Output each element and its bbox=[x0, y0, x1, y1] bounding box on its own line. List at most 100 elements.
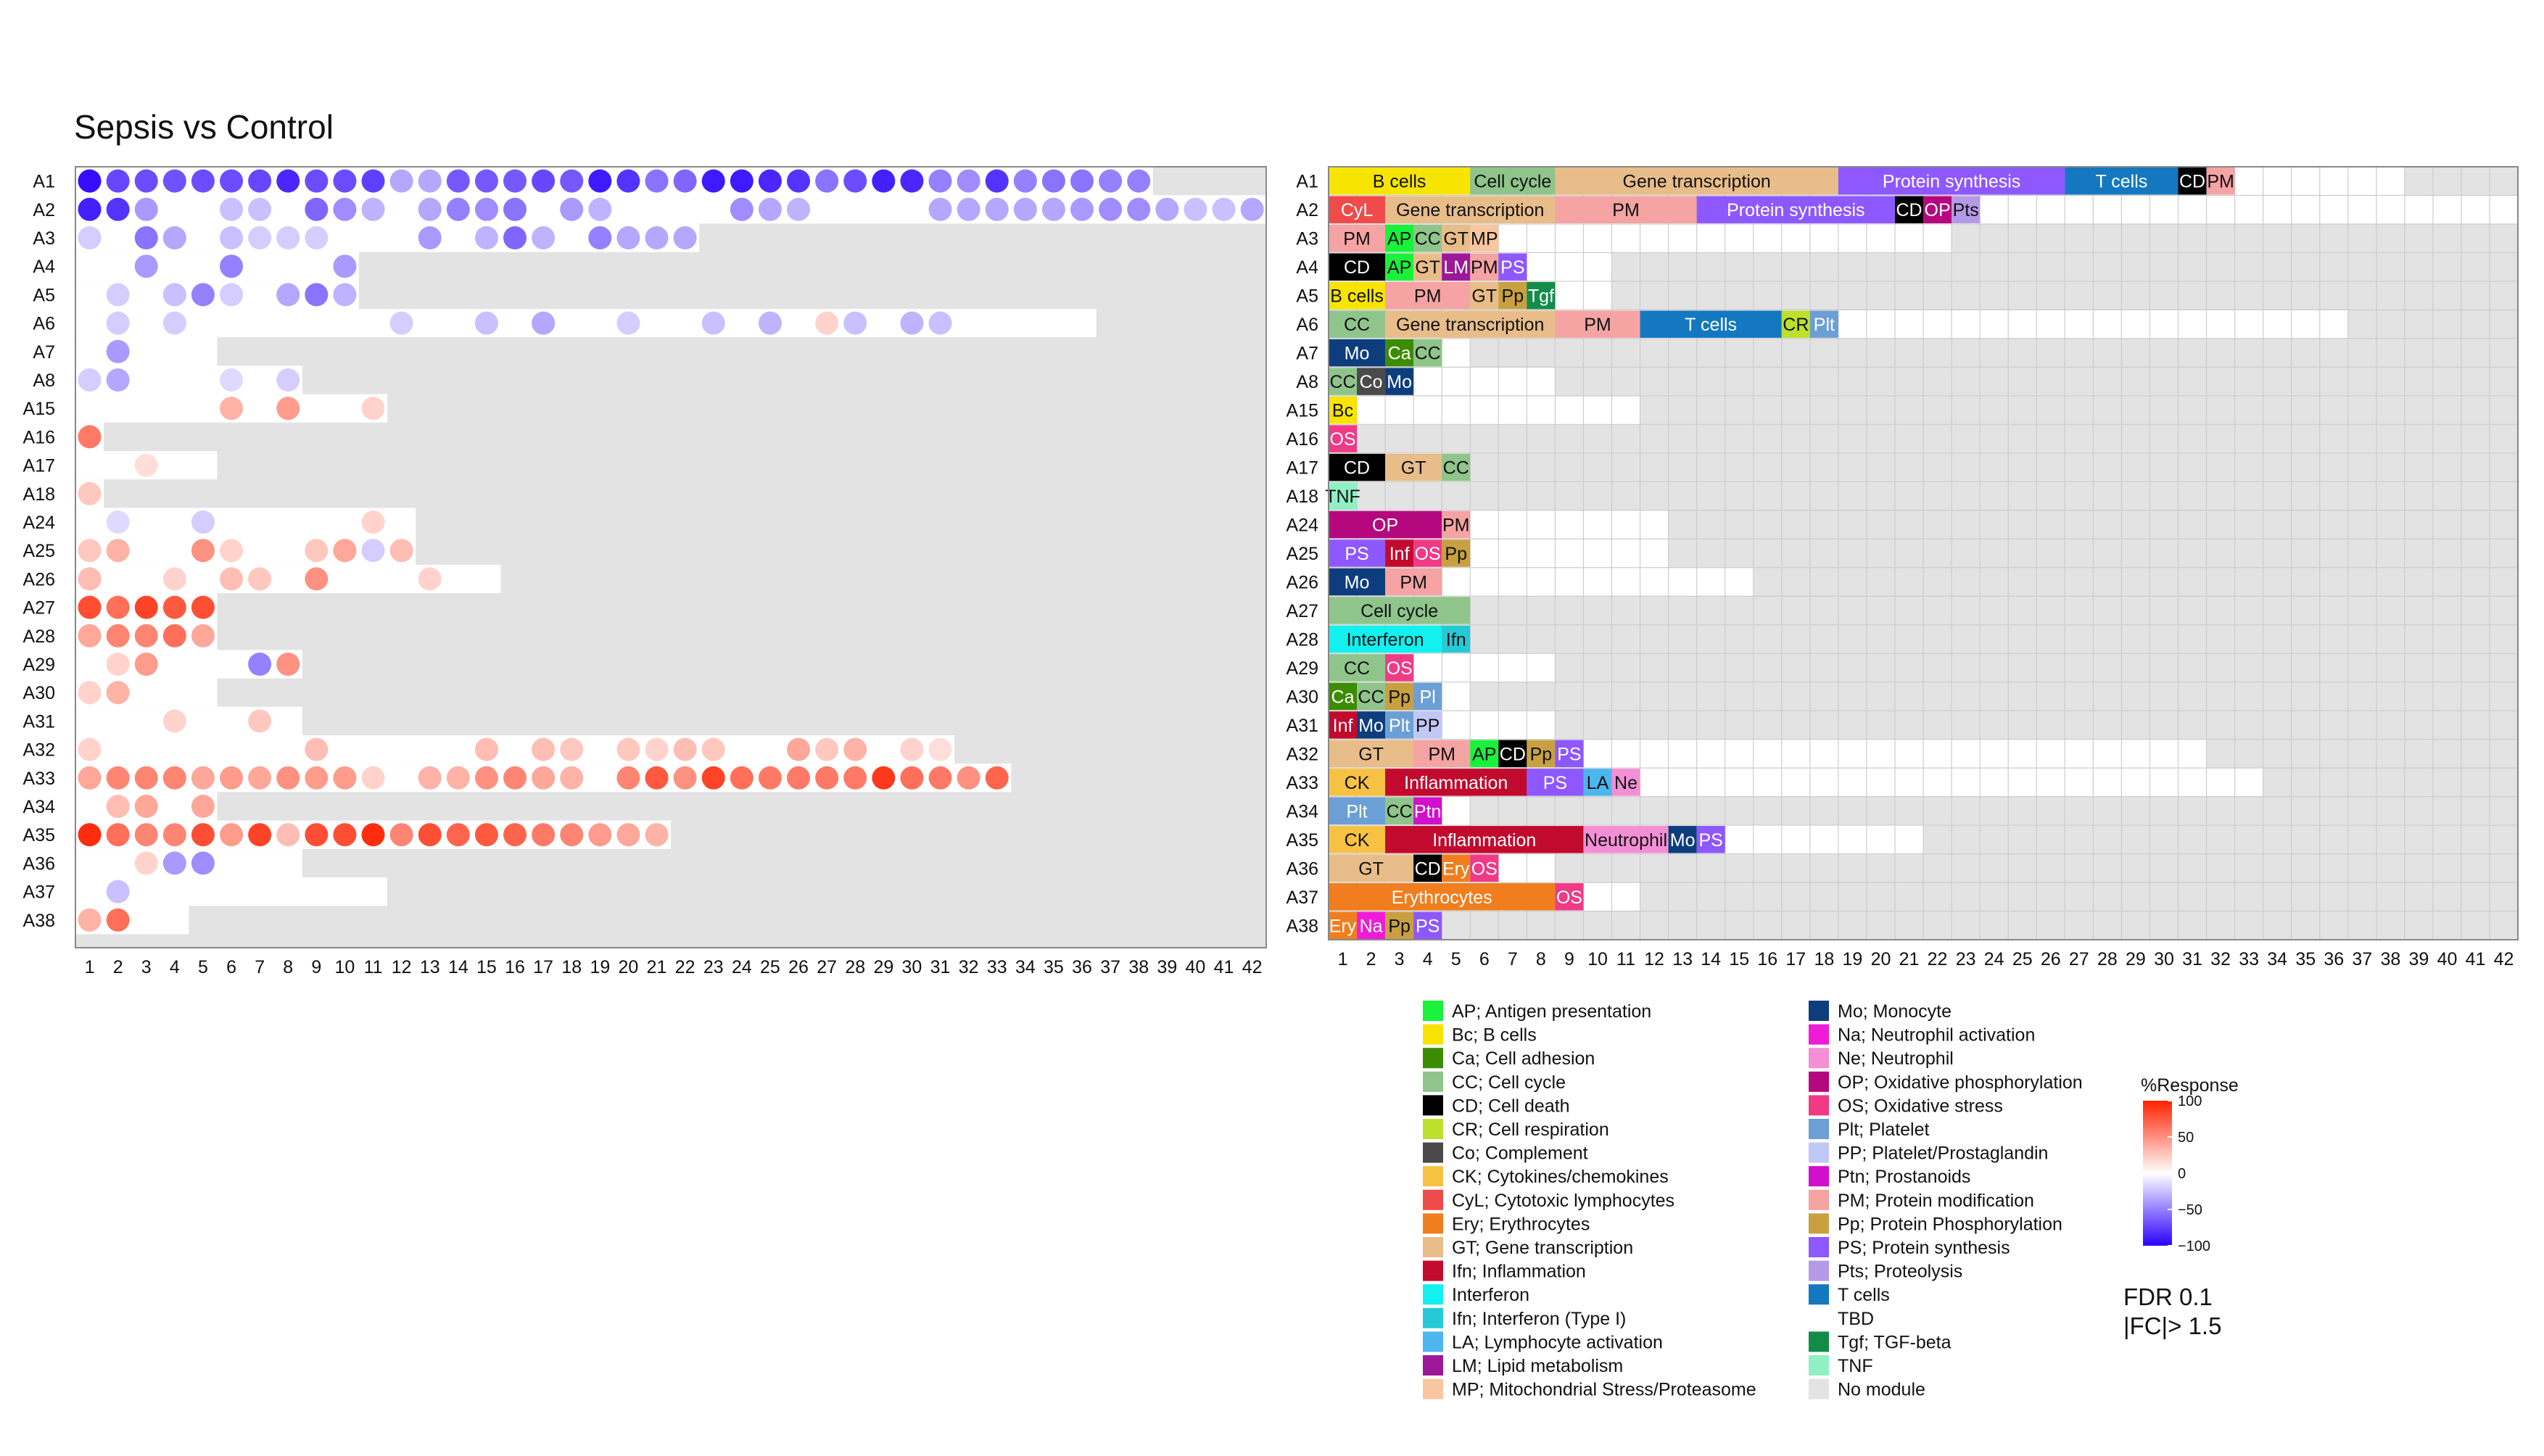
dot-x-tick: 24 bbox=[732, 957, 752, 977]
legend-swatch bbox=[1809, 1142, 1829, 1163]
module-segment bbox=[1385, 453, 1442, 481]
module-segment-label: GT bbox=[1471, 286, 1497, 307]
dot-mark bbox=[588, 823, 612, 847]
module-segment bbox=[1385, 196, 1556, 223]
dot-row-label: A15 bbox=[23, 399, 55, 419]
dot-mark bbox=[134, 766, 158, 790]
dot-x-tick: 11 bbox=[364, 957, 383, 977]
annotation-row-label: A5 bbox=[1296, 286, 1318, 307]
dot-mark bbox=[474, 169, 498, 193]
dot-mark bbox=[900, 311, 924, 335]
legend-swatch bbox=[1809, 1001, 1829, 1021]
dot-mark bbox=[220, 766, 244, 790]
module-segment bbox=[1838, 167, 2065, 195]
dot-x-tick: 33 bbox=[987, 957, 1007, 977]
dot-x-tick: 17 bbox=[533, 957, 553, 977]
annotation-x-tick: 35 bbox=[2295, 949, 2316, 969]
dot-mark bbox=[361, 766, 385, 790]
module-segment bbox=[1442, 510, 1471, 539]
module-segment bbox=[1385, 281, 1471, 310]
dot-mark bbox=[616, 823, 640, 847]
colorbar-tick-label: −50 bbox=[2178, 1202, 2202, 1218]
legend-item-label: TNF bbox=[1838, 1356, 1873, 1376]
module-segment-label: Mo bbox=[1345, 572, 1370, 592]
colorbar-tick-label: 0 bbox=[2178, 1166, 2186, 1182]
dot-mark bbox=[78, 197, 102, 221]
module-segment bbox=[1442, 539, 1471, 567]
dot-mark bbox=[1041, 197, 1065, 221]
dot-x-tick: 21 bbox=[647, 957, 667, 977]
dot-mark bbox=[78, 481, 102, 505]
module-segment-label: Pp bbox=[1530, 744, 1553, 764]
legend-swatch bbox=[1809, 1071, 1829, 1092]
module-segment-label: MP bbox=[1471, 229, 1498, 249]
module-segment-label: Ery bbox=[1442, 859, 1470, 879]
chart-title: Sepsis vs Control bbox=[74, 108, 334, 146]
dot-row-label: A29 bbox=[23, 655, 55, 675]
module-segment bbox=[1329, 769, 1386, 796]
module-segment-label: AP bbox=[1387, 229, 1411, 249]
annotation-row-label: A18 bbox=[1287, 487, 1318, 507]
module-segment-label: GT bbox=[1358, 744, 1384, 764]
legend-swatch bbox=[1423, 1001, 1443, 1021]
dot-mark bbox=[503, 766, 527, 790]
module-segment-label: CR bbox=[1783, 315, 1809, 335]
dot-mark bbox=[276, 397, 300, 421]
dot-mark bbox=[361, 197, 385, 221]
annotation-x-tick: 20 bbox=[1871, 949, 1891, 969]
module-segment-label: TNF bbox=[1325, 487, 1360, 507]
dot-mark bbox=[220, 567, 244, 591]
dot-mark bbox=[106, 339, 130, 363]
annotation-x-tick: 37 bbox=[2352, 949, 2372, 969]
module-segment-label: PS bbox=[1557, 744, 1581, 764]
dot-mark bbox=[532, 311, 556, 335]
dot-row-band bbox=[75, 848, 302, 877]
module-segment-label: GT bbox=[1358, 859, 1384, 879]
module-segment bbox=[1413, 740, 1471, 768]
dot-x-tick: 14 bbox=[448, 957, 468, 977]
dot-mark bbox=[305, 766, 329, 790]
annotation-row-label: A26 bbox=[1287, 572, 1318, 592]
module-segment bbox=[1385, 769, 1527, 796]
annotation-x-tick: 30 bbox=[2154, 949, 2174, 969]
dot-x-tick: 40 bbox=[1186, 957, 1206, 977]
dot-mark bbox=[815, 766, 839, 790]
module-segment-label: Inf bbox=[1333, 716, 1353, 736]
annotation-x-tick: 19 bbox=[1843, 949, 1863, 969]
annotation-x-tick: 18 bbox=[1814, 949, 1834, 969]
legend-swatch bbox=[1423, 1119, 1443, 1139]
dot-x-tick: 30 bbox=[902, 957, 922, 977]
annotation-row-label: A27 bbox=[1287, 601, 1318, 621]
annotation-x-tick: 4 bbox=[1423, 949, 1433, 969]
module-segment-label: PM bbox=[1428, 744, 1455, 764]
dot-mark bbox=[162, 851, 186, 875]
dot-row-label: A33 bbox=[23, 769, 55, 789]
dot-x-tick: 34 bbox=[1015, 957, 1036, 977]
dot-mark bbox=[220, 539, 244, 563]
module-segment bbox=[1357, 682, 1386, 711]
dot-mark bbox=[78, 595, 102, 619]
legend-swatch bbox=[1423, 1355, 1443, 1376]
dot-mark bbox=[106, 795, 130, 818]
dot-mark bbox=[1013, 169, 1037, 193]
colorbar-tick-label: 100 bbox=[2178, 1093, 2202, 1109]
module-segment bbox=[1413, 911, 1442, 939]
annotation-x-tick: 5 bbox=[1451, 949, 1461, 969]
module-segment-label: T cells bbox=[2096, 172, 2148, 192]
module-segment bbox=[1329, 911, 1358, 939]
module-segment bbox=[1781, 310, 1810, 338]
dot-row-label: A6 bbox=[33, 314, 55, 334]
dot-mark bbox=[1240, 197, 1264, 221]
dot-mark bbox=[162, 823, 186, 847]
legend-item-label: Plt; Platelet bbox=[1838, 1120, 1930, 1140]
legend-item-label: OS; Oxidative stress bbox=[1838, 1096, 2003, 1116]
legend-swatch bbox=[1423, 1189, 1443, 1210]
dot-mark bbox=[134, 226, 158, 249]
dot-mark bbox=[248, 766, 272, 790]
module-segment bbox=[1498, 740, 1527, 768]
dot-mark bbox=[532, 766, 556, 790]
dot-mark bbox=[1099, 197, 1123, 221]
dot-mark bbox=[78, 425, 102, 449]
dot-x-tick: 36 bbox=[1072, 957, 1092, 977]
annotation-x-tick: 36 bbox=[2324, 949, 2344, 969]
